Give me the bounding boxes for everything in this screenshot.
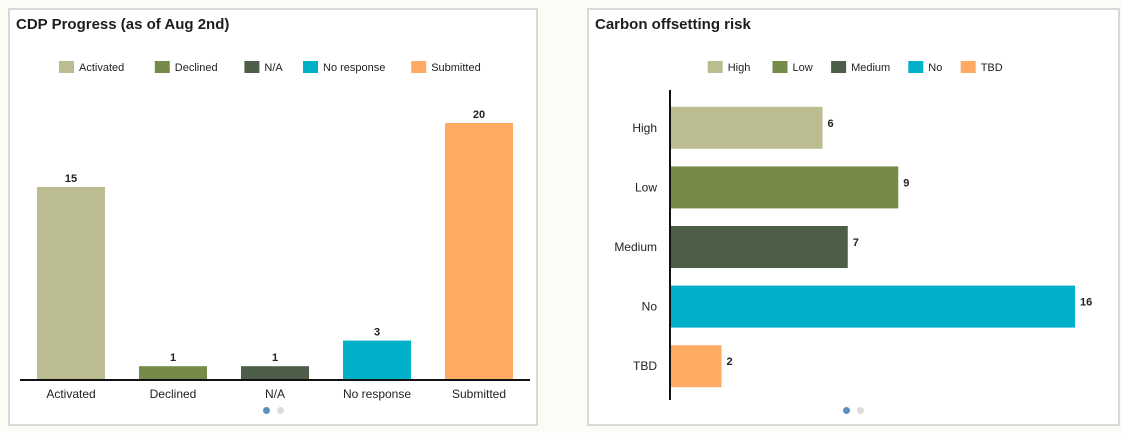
y-tick-label-medium: Medium bbox=[614, 240, 657, 254]
page-dot-2[interactable] bbox=[276, 407, 284, 414]
bar-high bbox=[671, 106, 823, 149]
data-label-low: 9 bbox=[903, 177, 909, 189]
chart-title: CDP Progress (as of Aug 2nd) bbox=[16, 16, 230, 33]
bar-medium bbox=[671, 226, 848, 268]
legend-label-medium: Medium bbox=[851, 62, 890, 74]
bar-n-a bbox=[241, 366, 309, 379]
page-dot-1[interactable] bbox=[843, 407, 850, 414]
page-dot-1[interactable] bbox=[262, 407, 270, 414]
data-label-n-a: 1 bbox=[272, 352, 278, 364]
cdp-progress-card: CDP Progress (as of Aug 2nd) Activated De… bbox=[8, 8, 538, 426]
data-label-declined: 1 bbox=[170, 352, 176, 364]
x-tick-label-submitted: Submitted bbox=[452, 387, 506, 401]
legend-label-tbd: TBD bbox=[981, 62, 1003, 74]
legend-label-declined: Declined bbox=[175, 62, 218, 74]
page-dot-2[interactable] bbox=[857, 407, 864, 414]
data-label-tbd: 2 bbox=[727, 356, 733, 368]
data-label-no: 16 bbox=[1080, 297, 1092, 309]
x-tick-label-n-a: N/A bbox=[265, 387, 285, 401]
y-tick-label-tbd: TBD bbox=[633, 359, 657, 373]
bar-no-response bbox=[343, 340, 411, 379]
bar-declined bbox=[139, 366, 207, 379]
x-tick-label-activated: Activated bbox=[46, 387, 95, 401]
data-label-no-response: 3 bbox=[374, 327, 380, 339]
legend-swatch-high bbox=[707, 61, 723, 73]
x-tick-label-no-response: No response bbox=[343, 387, 411, 401]
bar-low bbox=[671, 166, 899, 209]
data-label-high: 6 bbox=[828, 118, 834, 130]
legend-label-no-response: No response bbox=[323, 62, 385, 74]
legend-swatch-no-response bbox=[303, 61, 318, 73]
legend-swatch-low bbox=[772, 61, 788, 73]
y-tick-label-no: No bbox=[642, 300, 658, 314]
legend-swatch-n-a bbox=[244, 61, 260, 73]
bar-activated bbox=[37, 187, 105, 379]
bar-tbd bbox=[671, 345, 722, 388]
legend-swatch-no bbox=[908, 61, 924, 73]
cdp-progress-chart: Activated Declined N/A No response Submitted… bbox=[20, 61, 530, 401]
legend-label-activated: Activated bbox=[79, 62, 124, 74]
carbon-offsetting-risk-card: Carbon offsetting risk High Low Medium No TB… bbox=[587, 8, 1120, 426]
legend-label-no: No bbox=[928, 62, 942, 74]
legend-swatch-activated bbox=[59, 61, 74, 73]
pagination-dots bbox=[10, 407, 536, 414]
legend-label-high: High bbox=[728, 62, 751, 74]
legend-swatch-medium bbox=[831, 61, 847, 73]
carbon-offsetting-risk-chart: High Low Medium No TBD 6 High 9 Low 7 Medium 16 No 2 T… bbox=[614, 61, 1092, 400]
data-label-medium: 7 bbox=[853, 237, 859, 249]
chart-title: Carbon offsetting risk bbox=[595, 16, 751, 33]
y-tick-label-low: Low bbox=[635, 180, 657, 194]
legend-swatch-tbd bbox=[960, 61, 976, 73]
pagination-dots bbox=[589, 407, 1118, 414]
legend-label-n-a: N/A bbox=[264, 62, 283, 74]
legend-label-submitted: Submitted bbox=[431, 62, 481, 74]
data-label-activated: 15 bbox=[65, 173, 77, 185]
y-tick-label-high: High bbox=[632, 121, 657, 135]
data-label-submitted: 20 bbox=[473, 109, 485, 121]
legend-label-low: Low bbox=[793, 62, 813, 74]
bar-no bbox=[671, 285, 1075, 328]
x-tick-label-declined: Declined bbox=[150, 387, 197, 401]
legend-swatch-submitted bbox=[411, 61, 427, 73]
legend-swatch-declined bbox=[154, 61, 170, 73]
bar-submitted bbox=[445, 123, 513, 379]
